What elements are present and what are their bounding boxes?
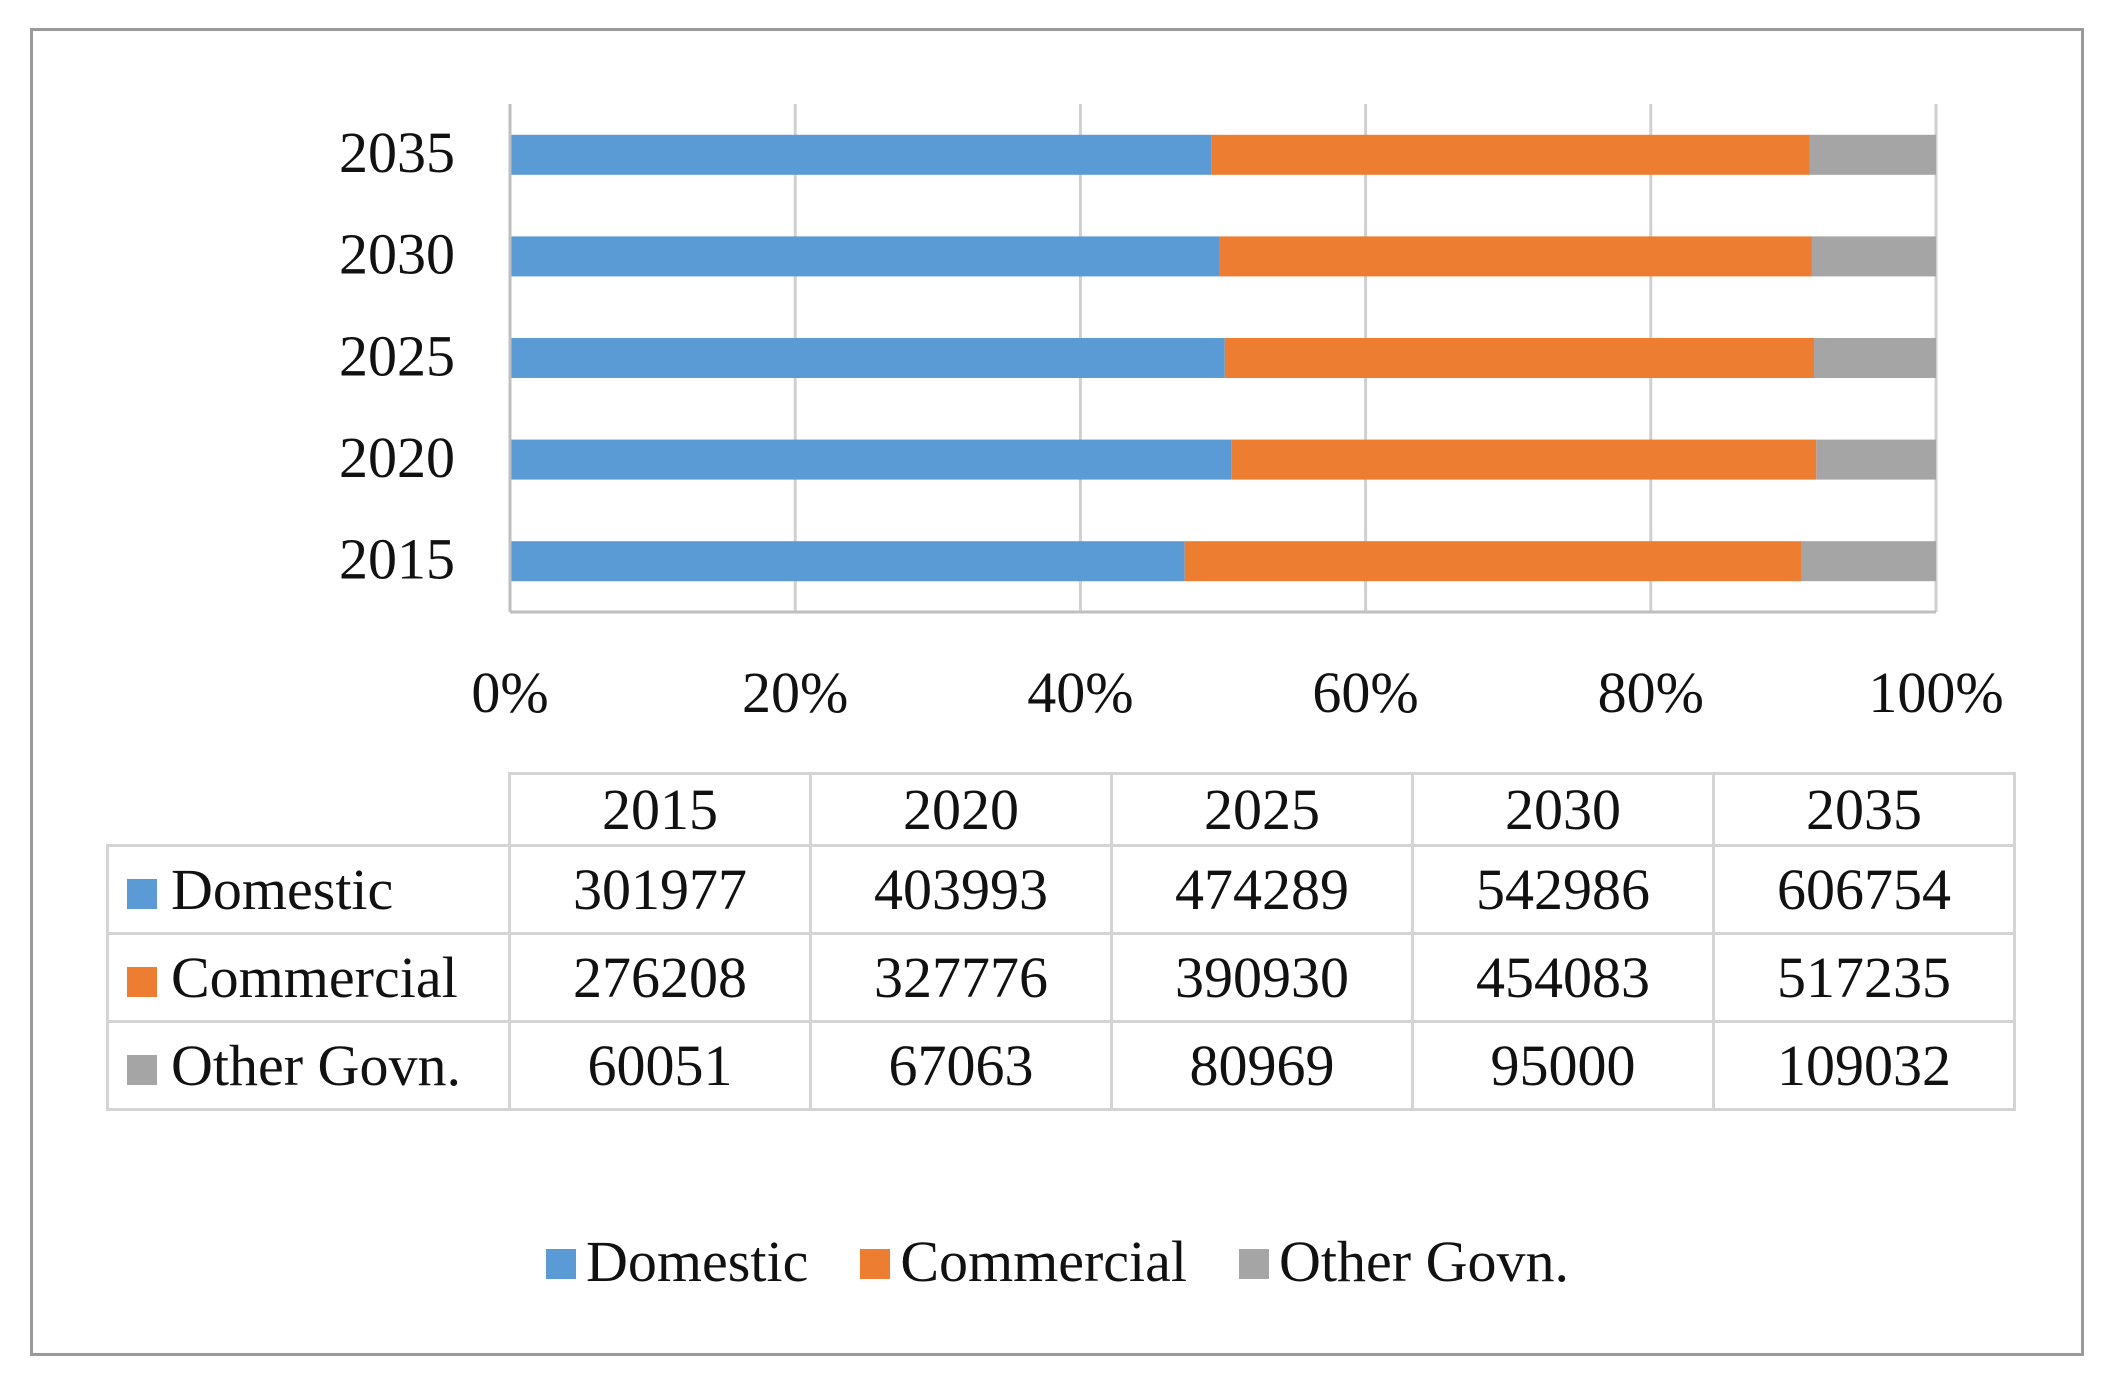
- y-tick-label: 2030: [339, 222, 455, 287]
- table-cell: 403993: [809, 844, 1113, 935]
- table-row-label: Commercial: [106, 932, 511, 1023]
- x-tick-label: 80%: [1598, 660, 1704, 725]
- table-cell: 390930: [1110, 932, 1414, 1023]
- table-cell: 606754: [1712, 844, 2016, 935]
- axes: 0% 20% 40% 60% 80% 100% 2015 2020 2025 2030 2035: [339, 104, 2004, 725]
- legend-swatch-icon: [1239, 1249, 1270, 1279]
- bar-commercial-2035: [1211, 134, 1810, 175]
- table-row: Domestic 301977 403993 474289 542986 606754: [106, 844, 2016, 935]
- legend-item: Other Govn.: [1239, 1228, 1569, 1295]
- table-row-label: Other Govn.: [106, 1020, 511, 1111]
- table-cell: 542986: [1411, 844, 1715, 935]
- table-cell: 109032: [1712, 1020, 2016, 1111]
- table-cell: 517235: [1712, 932, 2016, 1023]
- legend-item: Commercial: [860, 1228, 1187, 1295]
- legend-label: Commercial: [900, 1229, 1188, 1294]
- bar-domestic-2030: [510, 236, 1220, 277]
- table-row: Other Govn. 60051 67063 80969 95000 109032: [106, 1020, 2016, 1111]
- table-cell: 80969: [1110, 1020, 1414, 1111]
- table-cell: 95000: [1411, 1020, 1715, 1111]
- table-header-cell: 2025: [1110, 772, 1414, 847]
- table-cell: 327776: [809, 932, 1113, 1023]
- table-row-label: Domestic: [106, 844, 511, 935]
- legend-key-icon: [127, 966, 157, 997]
- legend-swatch-icon: [860, 1249, 891, 1279]
- table-header-cell: 2030: [1411, 772, 1715, 847]
- legend-label: Other Govn.: [1279, 1229, 1569, 1294]
- y-tick-label: 2035: [339, 120, 455, 185]
- legend: Domestic Commercial Other Govn.: [0, 1228, 2115, 1295]
- table-header-cell: 2015: [508, 772, 812, 847]
- bar-other-govn-2025: [1813, 338, 1936, 378]
- legend-label: Domestic: [586, 1229, 809, 1294]
- x-tick-label: 60%: [1312, 660, 1418, 725]
- bar-commercial-2015: [1184, 541, 1802, 582]
- x-tick-label: 40%: [1027, 660, 1133, 725]
- bar-domestic-2020: [510, 439, 1232, 480]
- bars: [510, 134, 1936, 582]
- table-cell: 454083: [1411, 932, 1715, 1023]
- legend-key-icon: [127, 878, 157, 909]
- series-name: Other Govn.: [171, 1032, 461, 1098]
- data-table: 2015 2020 2025 2030 2035 Domestic 301977 403993…: [106, 772, 2016, 1111]
- bar-domestic-2035: [510, 134, 1212, 175]
- bar-commercial-2025: [1224, 338, 1814, 378]
- bar-other-govn-2015: [1801, 541, 1936, 582]
- table-cell: 67063: [809, 1020, 1113, 1111]
- x-tick-label: 0%: [471, 660, 548, 725]
- bar-commercial-2030: [1219, 236, 1812, 277]
- table-cell: 60051: [508, 1020, 812, 1111]
- y-tick-label: 2025: [339, 323, 455, 388]
- x-tick-label: 100%: [1868, 660, 2003, 725]
- table-header-row: 2015 2020 2025 2030 2035: [107, 772, 2016, 847]
- table-row: Commercial 276208 327776 390930 454083 517235: [106, 932, 2016, 1023]
- x-tick-label: 20%: [742, 660, 848, 725]
- bar-other-govn-2035: [1809, 134, 1936, 175]
- bar-other-govn-2020: [1816, 439, 1936, 480]
- bar-domestic-2015: [510, 541, 1185, 582]
- y-tick-label: 2020: [339, 425, 455, 490]
- table-corner: [107, 773, 511, 847]
- table-cell: 474289: [1110, 844, 1414, 935]
- series-name: Commercial: [171, 944, 458, 1010]
- bar-domestic-2025: [510, 338, 1225, 378]
- y-tick-label: 2015: [339, 527, 455, 592]
- table-cell: 301977: [508, 844, 812, 935]
- table-header-cell: 2020: [809, 772, 1113, 847]
- series-name: Domestic: [171, 856, 394, 922]
- table-header-cell: 2035: [1712, 772, 2016, 847]
- legend-swatch-icon: [546, 1249, 577, 1279]
- bar-commercial-2020: [1231, 439, 1817, 480]
- bar-other-govn-2030: [1811, 236, 1936, 277]
- legend-key-icon: [127, 1054, 157, 1085]
- legend-item: Domestic: [546, 1228, 808, 1295]
- table-cell: 276208: [508, 932, 812, 1023]
